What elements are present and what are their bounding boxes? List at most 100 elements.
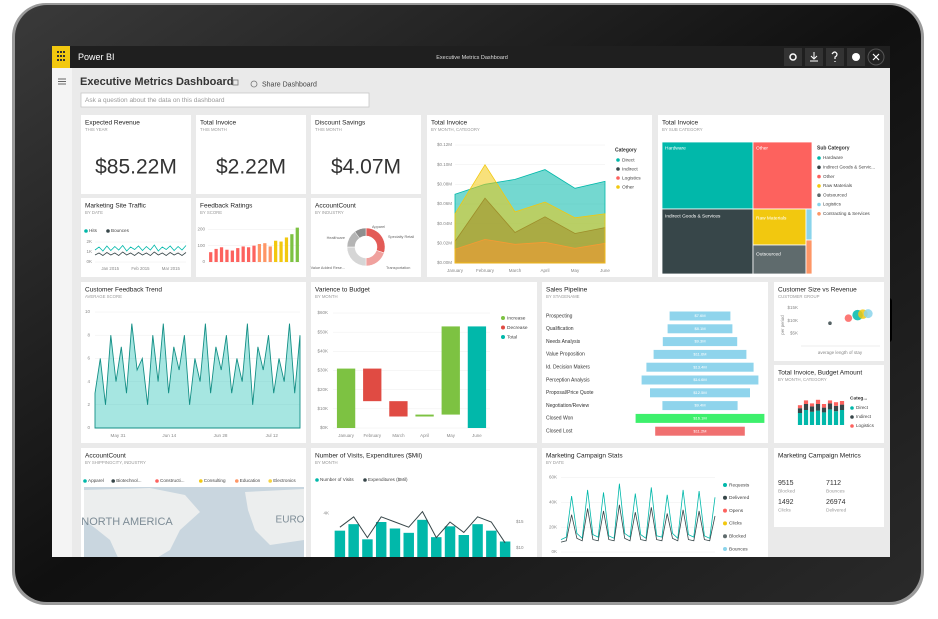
bar-segment	[821, 412, 827, 425]
legend-swatch	[616, 185, 620, 189]
y-tick-label: 8	[87, 332, 90, 337]
x-tick-label: Jun 14	[162, 433, 176, 438]
app-bar	[52, 46, 890, 68]
tile-title: Total Invoice	[662, 120, 699, 127]
bar-segment	[809, 411, 815, 425]
legend-swatch	[616, 176, 620, 180]
funnel-bar	[662, 337, 738, 347]
bar	[219, 247, 224, 262]
tile	[81, 198, 191, 277]
y-tick-label: $0.12M	[437, 142, 452, 147]
bar	[290, 234, 294, 262]
legend-label: Education	[240, 478, 261, 483]
legend-label: Opens	[729, 508, 744, 514]
data-label: $8.1M	[694, 326, 705, 331]
legend-label: Clicks	[729, 521, 742, 527]
bar	[472, 524, 483, 557]
x-tick-label: March	[392, 433, 405, 438]
treemap-cell	[661, 208, 754, 275]
bar	[236, 248, 240, 262]
tile-subtitle: THIS YEAR	[85, 127, 108, 132]
bar-segment	[827, 409, 833, 425]
tile	[774, 282, 884, 361]
legend-swatch	[723, 495, 727, 500]
legend-swatch	[817, 174, 821, 179]
qna-box[interactable]	[80, 92, 370, 108]
tile-title: Total Invoice	[200, 120, 237, 127]
stage-label: Negotiation/Review	[546, 403, 589, 409]
tile-title: Feedback Ratings	[200, 203, 253, 210]
legend-label: Direct	[622, 157, 635, 163]
metric-label: Delivered	[826, 507, 847, 513]
slice-label: Transportation	[386, 266, 410, 270]
y-tick-label: $15K	[787, 305, 798, 310]
legend-label: Blocked	[729, 533, 746, 539]
legend-swatch	[723, 508, 727, 513]
tile-title: Customer Size vs Revenue	[778, 287, 857, 294]
bar	[486, 530, 497, 557]
treemap-cell	[752, 141, 813, 210]
tile-title: Sales Pipeline	[546, 287, 588, 294]
share-button[interactable]: Share Dashboard	[262, 81, 317, 88]
tile-title: Varience to Budget	[315, 287, 370, 294]
legend-swatch	[723, 534, 727, 539]
metric-label: Blocked	[778, 488, 795, 494]
bar	[295, 227, 299, 262]
stage-label: Perception Analysis	[546, 377, 590, 383]
data-label: $7.6M	[694, 313, 705, 318]
legend-label: Other	[823, 174, 835, 179]
legend-label: Requests	[729, 482, 750, 488]
y-tick-label: 60K	[549, 475, 557, 480]
settings-icon	[789, 53, 797, 61]
treemap-cell	[805, 239, 813, 275]
tile-title: Marketing Campaign Stats	[546, 453, 623, 460]
funnel-bar	[635, 413, 765, 423]
settings-button[interactable]	[784, 48, 802, 66]
legend-label: Other	[622, 184, 634, 190]
tile-subtitle: BY SCORE	[200, 210, 222, 215]
legend-label: Logistics	[622, 175, 641, 181]
legend-label: Direct	[856, 405, 869, 410]
bar-segment	[797, 413, 803, 425]
funnel-bar	[650, 388, 750, 398]
stage-label: Needs Analysis	[546, 339, 581, 345]
bar-segment	[833, 402, 839, 406]
y-tick-label: 1K	[86, 249, 92, 254]
y-tick-label: $30K	[317, 368, 328, 373]
y-tick-label: $0.06M	[437, 201, 452, 206]
bar-segment	[803, 404, 809, 410]
tile-subtitle: AVERAGE SCORE	[85, 294, 122, 299]
legend-label: Biotechnol...	[116, 478, 141, 483]
bar	[225, 249, 229, 262]
kpi-value: $4.07M	[331, 156, 401, 179]
bar-segment	[827, 403, 833, 410]
bar	[458, 535, 470, 557]
bar	[362, 539, 373, 557]
lock-icon	[232, 79, 239, 86]
legend-swatch	[501, 316, 505, 320]
y-tick-label: $15	[516, 519, 524, 524]
bubble	[863, 309, 873, 319]
funnel-bar	[653, 349, 747, 359]
share-icon	[250, 80, 258, 88]
data-label: $9.4M	[694, 403, 705, 408]
bar-segment	[833, 405, 839, 412]
nav-toggle[interactable]	[58, 78, 66, 85]
y-tick-label: 0K	[86, 259, 92, 264]
data-label: $11.6M	[693, 351, 706, 356]
bar-segment	[815, 410, 821, 425]
legend-swatch	[817, 212, 821, 216]
x-tick-label: February	[476, 268, 495, 273]
legend-swatch	[723, 547, 727, 551]
legend-swatch	[723, 521, 727, 526]
legend-label: Logistics	[823, 202, 842, 207]
download-icon	[810, 52, 818, 62]
bar	[417, 519, 428, 557]
tile	[196, 115, 306, 194]
legend-label: Raw Materials	[823, 183, 853, 188]
bar-segment	[827, 400, 833, 404]
legend-swatch	[363, 478, 367, 482]
y-tick-label: $50K	[317, 329, 328, 334]
line	[339, 510, 506, 544]
